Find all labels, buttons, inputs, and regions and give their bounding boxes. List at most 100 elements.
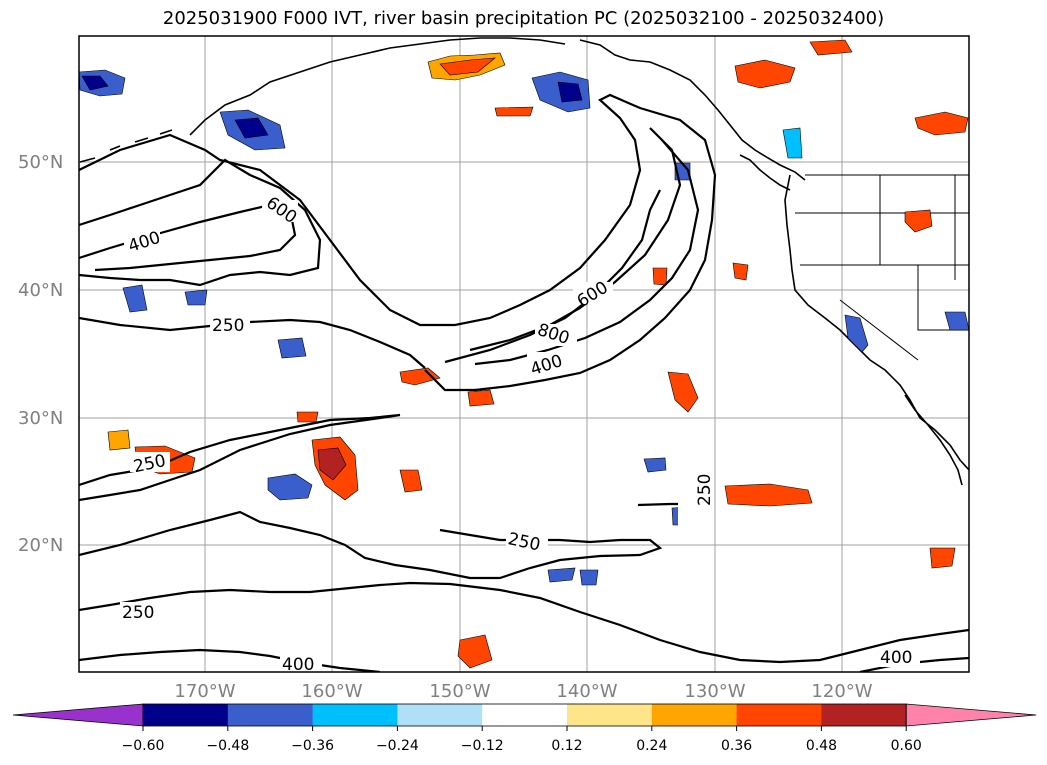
patch <box>234 117 269 139</box>
colorbar-frame <box>142 703 907 727</box>
label-bg <box>678 490 700 528</box>
patch <box>579 569 599 586</box>
label-bg <box>573 282 613 304</box>
label-bg <box>506 532 548 552</box>
patch <box>296 411 319 423</box>
label-bg <box>262 200 298 222</box>
patch <box>277 337 307 359</box>
ivt-label-250: 250 <box>695 474 715 506</box>
label-bg <box>878 647 920 667</box>
patch <box>809 39 853 56</box>
colorbar-segment <box>482 704 568 726</box>
map-area <box>79 36 969 672</box>
patch <box>724 483 813 507</box>
patch <box>547 567 576 583</box>
ivt-contour-250-north <box>79 93 717 392</box>
precip-pc-positive <box>107 39 969 669</box>
ivt-contour-400-west <box>79 158 322 287</box>
patch <box>494 106 534 117</box>
patch <box>457 634 493 669</box>
lat-label: 50°N <box>18 152 63 173</box>
label-bg <box>130 452 170 472</box>
label-bg <box>210 315 250 335</box>
ivt-label-250: 250 <box>212 316 244 336</box>
patch <box>439 57 496 76</box>
lon-label: 150°W <box>429 681 490 702</box>
patch <box>904 209 933 233</box>
ivt-contour-250-tropics <box>79 510 663 580</box>
colorbar <box>12 703 1037 727</box>
patch <box>643 457 667 473</box>
ivt-contour-250-mid <box>79 316 426 369</box>
patch <box>844 314 869 353</box>
patch <box>944 311 969 331</box>
label-bg <box>527 352 569 374</box>
patch <box>267 473 313 501</box>
colorbar-segment <box>821 704 907 726</box>
aleutian-islands <box>79 129 173 163</box>
map-title: 2025031900 F000 IVT, river basin precipi… <box>162 8 885 29</box>
patch <box>122 284 148 313</box>
patch <box>399 469 423 493</box>
label-bg <box>120 602 162 622</box>
lat-label: 20°N <box>18 535 63 556</box>
map-frame <box>78 35 970 673</box>
colorbar-tick-label: 0.60 <box>891 738 922 754</box>
colorbar-segment <box>651 704 738 726</box>
lon-label: 130°W <box>684 681 745 702</box>
colorbar-tick-label: 0.36 <box>721 738 752 754</box>
precip-pc-negative <box>79 69 969 586</box>
patch <box>667 371 699 413</box>
colorbar-segment <box>397 704 483 726</box>
ivt-label-400: 400 <box>880 648 912 668</box>
colorbar-segment <box>227 704 314 726</box>
lon-label: 160°W <box>301 681 362 702</box>
colorbar-tick-label: −0.48 <box>206 738 249 754</box>
patch <box>184 289 208 306</box>
colorbar-tick-label: 0.24 <box>636 738 667 754</box>
lat-label: 40°N <box>18 280 63 301</box>
ivt-label-400: 400 <box>282 655 314 675</box>
colorbar-extend-max <box>905 703 1037 727</box>
colorbar-segment <box>736 704 822 726</box>
patch <box>732 262 749 281</box>
alaska-coast <box>189 37 566 136</box>
colorbar-tick-label: −0.12 <box>461 738 504 754</box>
colorbar-segment <box>567 704 653 726</box>
colorbar-tick-label: −0.24 <box>376 738 419 754</box>
colorbar-tick-label: 0.48 <box>806 738 837 754</box>
lat-label: 30°N <box>18 408 63 429</box>
patch <box>914 111 969 136</box>
colorbar-segment <box>312 704 398 726</box>
lon-label: 170°W <box>174 681 235 702</box>
patch <box>782 127 803 159</box>
lon-label: 140°W <box>556 681 617 702</box>
colorbar-tick-label: 0.12 <box>551 738 582 754</box>
patch <box>652 267 668 286</box>
patch <box>317 447 347 481</box>
ivt-label-250: 250 <box>122 603 154 623</box>
gulf-of-alaska-coast <box>579 39 806 181</box>
ivt-contour-250-southwest <box>79 581 969 664</box>
latitude-labels: 50°N 40°N 30°N 20°N <box>18 152 63 556</box>
colorbar-tick-label: −0.60 <box>122 738 165 754</box>
colorbar-tick-label: −0.36 <box>291 738 334 754</box>
baja-california <box>904 394 963 486</box>
longitude-labels: 170°W 160°W 150°W 140°W 130°W 120°W <box>174 681 872 702</box>
patch <box>399 367 441 386</box>
patch <box>557 81 583 103</box>
patch <box>467 389 495 407</box>
patch <box>81 75 109 91</box>
colorbar-ticks: −0.60 −0.48 −0.36 −0.24 −0.12 0.12 0.24 0.36 0.4… <box>122 726 922 754</box>
colorbar-segment <box>143 704 229 726</box>
lon-label: 120°W <box>811 681 872 702</box>
state-lines <box>795 175 969 361</box>
vancouver-island <box>739 154 791 191</box>
colorbar-extend-min <box>12 703 144 727</box>
political-borders <box>795 174 969 361</box>
label-bg <box>124 232 160 252</box>
patch <box>107 429 131 451</box>
patch <box>929 547 956 569</box>
label-bg <box>280 655 322 672</box>
